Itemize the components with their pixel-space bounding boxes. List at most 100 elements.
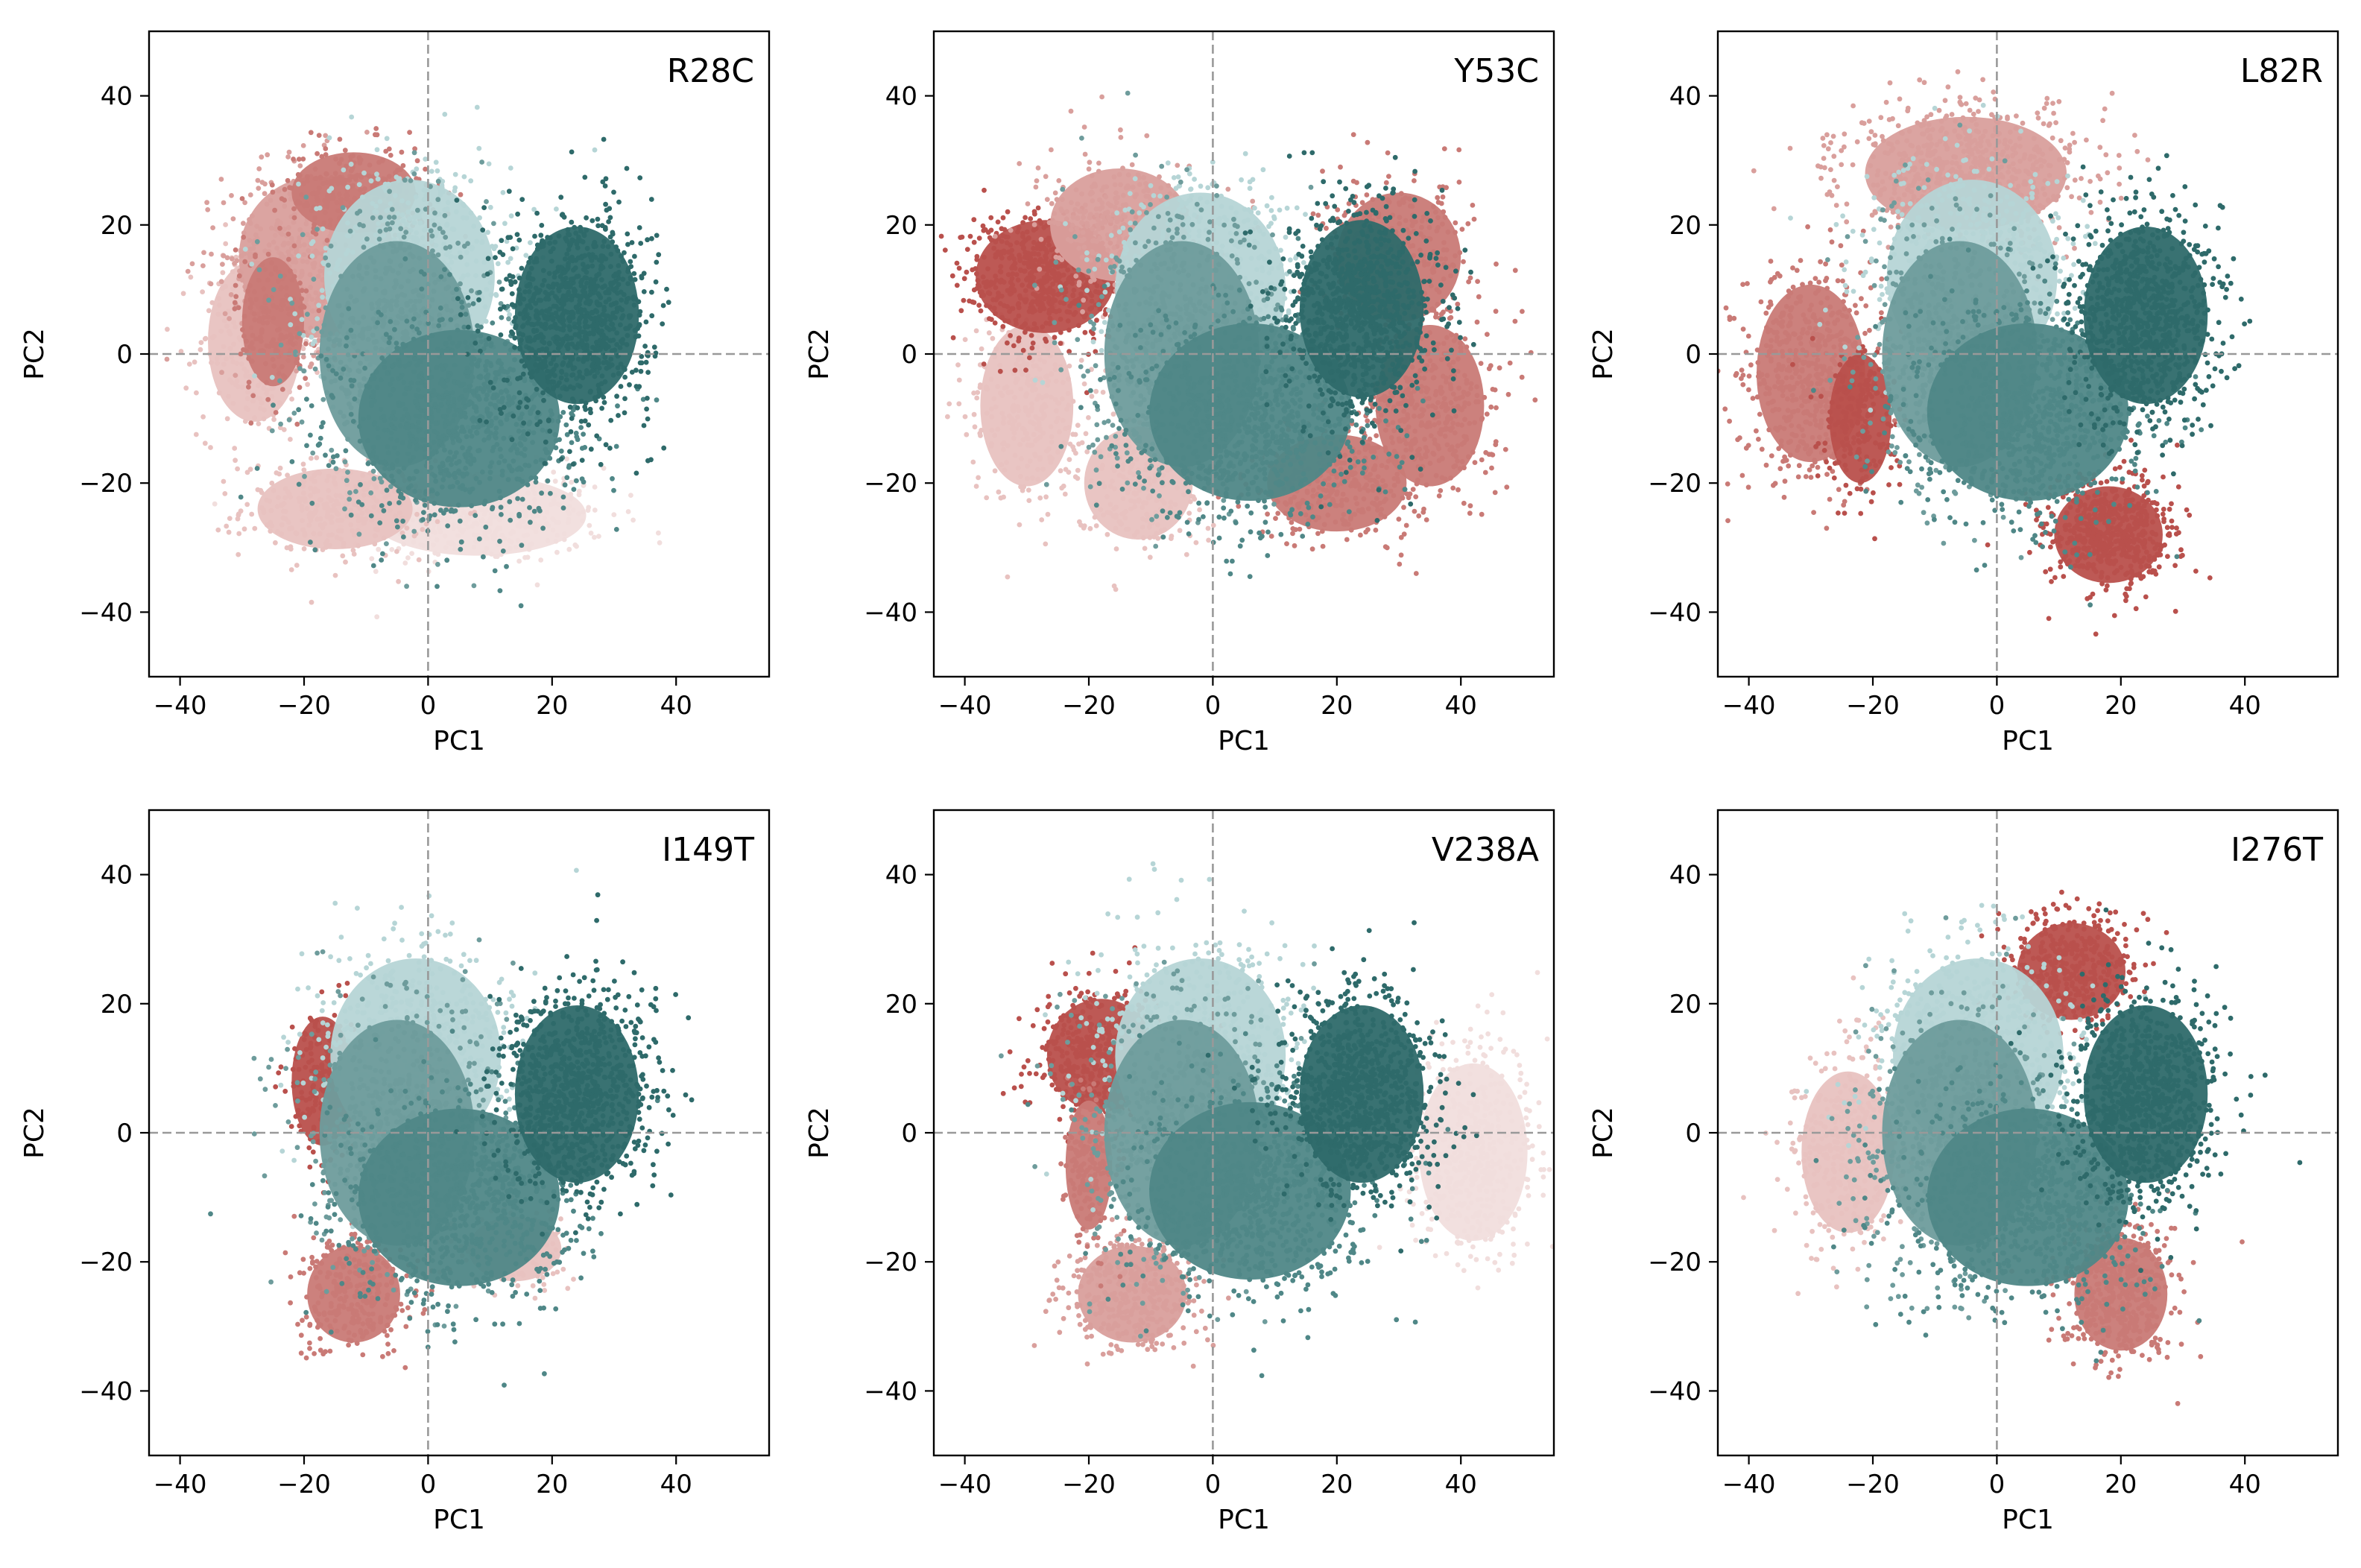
scatter-point xyxy=(496,488,502,494)
scatter-point xyxy=(394,247,399,253)
scatter-point xyxy=(606,219,611,224)
scatter-point xyxy=(278,286,284,291)
scatter-point xyxy=(279,196,285,201)
scatter-point xyxy=(395,451,401,456)
scatter-point xyxy=(525,320,531,326)
scatter-point xyxy=(241,333,247,339)
scatter-point xyxy=(443,418,449,424)
scatter-point xyxy=(394,518,399,524)
scatter-point xyxy=(316,308,322,314)
scatter-point xyxy=(559,212,565,218)
scatter-point xyxy=(439,516,445,521)
scatter-point xyxy=(379,557,385,563)
scatter-point xyxy=(329,447,335,453)
scatter-point xyxy=(539,223,545,228)
scatter-point xyxy=(422,446,427,452)
scatter-point xyxy=(409,551,414,556)
scatter-point xyxy=(288,297,293,302)
scatter-point xyxy=(216,303,222,308)
scatter-point xyxy=(556,306,562,312)
scatter-point xyxy=(420,543,426,549)
y-tick-label: −40 xyxy=(79,598,133,627)
scatter-point xyxy=(458,281,463,287)
scatter-point xyxy=(345,247,351,253)
scatter-point xyxy=(405,278,411,284)
scatter-point xyxy=(368,178,374,184)
scatter-point xyxy=(411,528,417,534)
scatter-point xyxy=(399,212,405,218)
scatter-point xyxy=(533,459,539,464)
scatter-point xyxy=(561,537,567,543)
scatter-point xyxy=(525,482,531,487)
scatter-point xyxy=(511,394,517,400)
scatter-point xyxy=(466,303,472,308)
scatter-point xyxy=(514,232,520,237)
scatter-point xyxy=(559,370,565,375)
scatter-point xyxy=(222,491,228,496)
scatter-point xyxy=(373,232,379,238)
scatter-point xyxy=(533,528,539,534)
scatter-point xyxy=(480,227,486,233)
scatter-point xyxy=(338,409,343,415)
scatter-point xyxy=(223,222,228,227)
scatter-point xyxy=(458,546,464,552)
scatter-point xyxy=(467,489,472,495)
scatter-point xyxy=(231,341,236,347)
scatter-point xyxy=(435,561,440,567)
scatter-point xyxy=(370,200,376,206)
scatter-point xyxy=(534,210,540,216)
scatter-point xyxy=(418,444,423,450)
scatter-point xyxy=(467,383,473,389)
scatter-point xyxy=(309,308,315,314)
scatter-point xyxy=(279,387,285,392)
scatter-point xyxy=(459,424,465,430)
scatter-point xyxy=(549,290,555,296)
scatter-point xyxy=(394,341,399,346)
scatter-point xyxy=(313,175,319,181)
scatter-point xyxy=(370,316,376,322)
scatter-point xyxy=(308,540,313,545)
scatter-point xyxy=(394,437,400,443)
scatter-point xyxy=(397,510,402,516)
scatter-point xyxy=(475,448,481,454)
scatter-point xyxy=(330,368,335,373)
scatter-point xyxy=(575,332,581,338)
scatter-point xyxy=(292,311,298,317)
scatter-point xyxy=(533,300,539,306)
scatter-point xyxy=(250,398,256,404)
scatter-point xyxy=(616,275,622,281)
scatter-point xyxy=(329,186,335,192)
scatter-point xyxy=(301,304,307,310)
scatter-point xyxy=(194,390,199,396)
scatter-point xyxy=(302,473,307,479)
scatter-point xyxy=(473,475,479,481)
scatter-point xyxy=(432,449,437,455)
scatter-point xyxy=(305,312,310,317)
scatter-point xyxy=(505,477,511,482)
scatter-point xyxy=(326,135,332,141)
scatter-point xyxy=(262,248,268,254)
scatter-point xyxy=(381,508,387,513)
scatter-point xyxy=(569,258,575,264)
scatter-point xyxy=(245,389,250,395)
scatter-point xyxy=(322,521,328,527)
scatter-point xyxy=(578,399,584,404)
scatter-point xyxy=(618,384,624,389)
scatter-point xyxy=(458,312,464,317)
scatter-point xyxy=(362,365,367,371)
scatter-point xyxy=(299,419,305,425)
scatter-point xyxy=(356,368,362,374)
scatter-point xyxy=(247,251,252,257)
scatter-point xyxy=(616,413,621,418)
scatter-point xyxy=(286,311,292,317)
scatter-point xyxy=(479,239,485,244)
scatter-point xyxy=(300,490,306,496)
scatter-point xyxy=(437,528,443,534)
scatter-point xyxy=(288,567,294,572)
scatter-point xyxy=(326,473,332,479)
scatter-point xyxy=(577,369,582,375)
scatter-point xyxy=(517,375,523,381)
scatter-point xyxy=(570,366,576,372)
scatter-point xyxy=(288,322,294,328)
scatter-point xyxy=(221,253,227,259)
